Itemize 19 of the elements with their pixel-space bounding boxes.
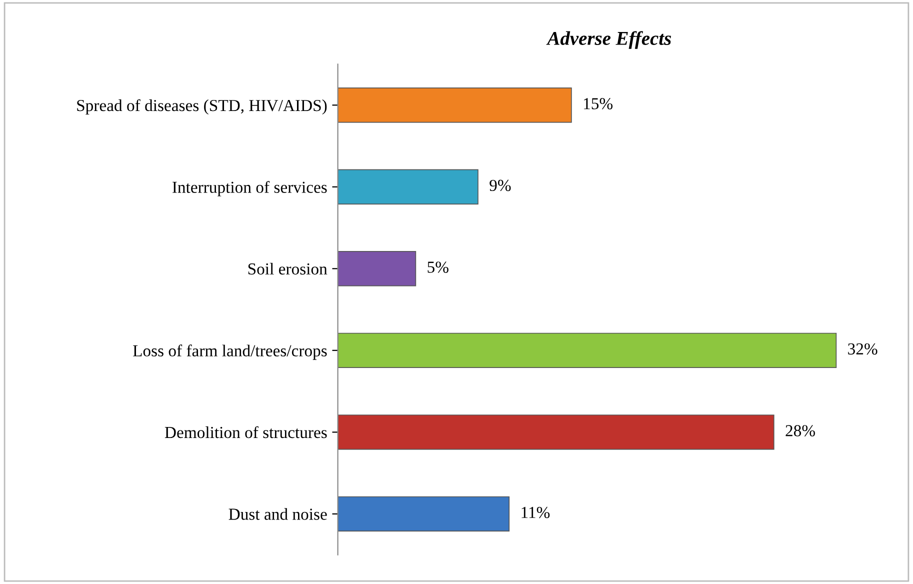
- data-label: 15%: [584, 98, 613, 110]
- data-label: 32%: [848, 343, 878, 355]
- y-tick-label: Soil erosion: [248, 262, 328, 275]
- data-label: 11%: [522, 506, 550, 518]
- bar: [338, 414, 774, 450]
- data-label: 28%: [786, 425, 815, 436]
- y-tick-label: Demolition of structures: [164, 426, 327, 438]
- y-tick-label: Spread of diseases (STD, HIV/AIDS): [77, 99, 327, 115]
- bar: [338, 169, 478, 204]
- bar: [338, 251, 416, 286]
- chart-title: Adverse Effects: [546, 31, 672, 49]
- y-tick-label: Dust and noise: [228, 508, 327, 520]
- y-tick-label: Interruption of services: [172, 181, 327, 196]
- bar: [338, 332, 837, 368]
- bar: [338, 88, 572, 123]
- data-label: 5%: [428, 262, 448, 273]
- data-label: 9%: [490, 180, 511, 192]
- bar: [338, 496, 510, 532]
- y-tick-label: Loss of farm land/trees/crops: [133, 344, 327, 360]
